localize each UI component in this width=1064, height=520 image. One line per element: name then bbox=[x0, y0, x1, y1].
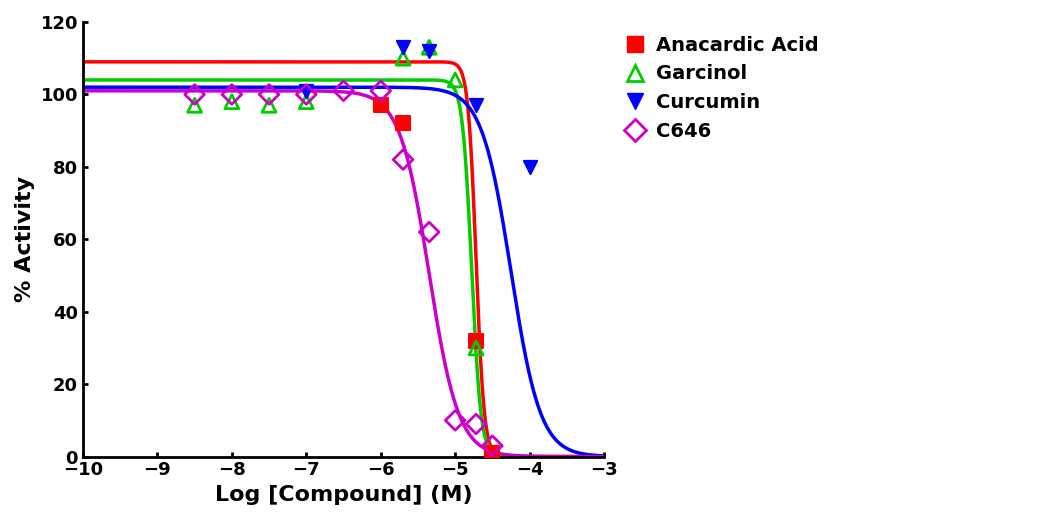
Point bbox=[261, 90, 278, 99]
Point bbox=[395, 119, 412, 127]
Point bbox=[484, 449, 501, 457]
Point bbox=[395, 54, 412, 62]
Point bbox=[372, 87, 389, 95]
Point bbox=[447, 416, 464, 424]
Point bbox=[467, 101, 484, 109]
Point bbox=[298, 87, 315, 95]
Point bbox=[372, 101, 389, 109]
Legend: Anacardic Acid, Garcinol, Curcumin, C646: Anacardic Acid, Garcinol, Curcumin, C646 bbox=[619, 32, 822, 145]
Point bbox=[420, 47, 437, 55]
Point bbox=[447, 76, 464, 84]
Point bbox=[261, 101, 278, 109]
Point bbox=[223, 98, 240, 106]
Point bbox=[395, 155, 412, 164]
Point bbox=[420, 43, 437, 51]
Point bbox=[467, 463, 484, 472]
Point bbox=[467, 336, 484, 345]
Point bbox=[298, 98, 315, 106]
X-axis label: Log [Compound] (M): Log [Compound] (M) bbox=[215, 485, 472, 505]
Point bbox=[223, 90, 240, 99]
Point bbox=[521, 163, 538, 171]
Point bbox=[335, 87, 352, 95]
Point bbox=[467, 420, 484, 428]
Point bbox=[298, 90, 315, 99]
Y-axis label: % Activity: % Activity bbox=[15, 176, 35, 302]
Point bbox=[186, 90, 203, 99]
Point bbox=[484, 441, 501, 450]
Point bbox=[420, 228, 437, 236]
Point bbox=[186, 101, 203, 109]
Point bbox=[395, 43, 412, 51]
Point bbox=[467, 344, 484, 352]
